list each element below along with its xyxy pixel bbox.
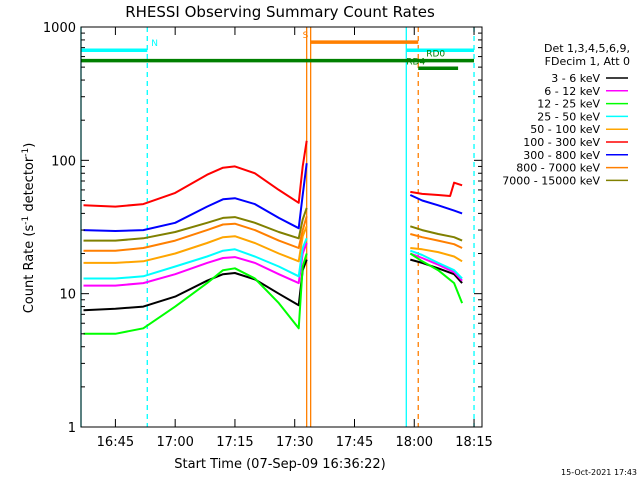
- series-line-7-0: [83, 216, 308, 252]
- series-line-5-1: [410, 181, 463, 197]
- series-line-1-1: [409, 252, 463, 282]
- x-tick-label-6: 18:15: [455, 435, 492, 450]
- legend-label-3: 25 - 50 keV: [537, 110, 600, 123]
- series-line-4-0: [83, 225, 308, 264]
- flag-label-3: RD0: [426, 50, 445, 60]
- flag-label-0: N: [151, 39, 158, 49]
- legend-label-2: 12 - 25 keV: [537, 98, 600, 111]
- legend-label-5: 100 - 300 keV: [523, 136, 600, 149]
- legend-label-7: 800 - 7000 keV: [516, 162, 600, 175]
- chart-title: RHESSI Observing Summary Count Rates: [125, 3, 435, 21]
- legend-label-1: 6 - 12 keV: [544, 85, 600, 98]
- y-axis-label-superscript-2: -1: [21, 148, 31, 157]
- y-axis-label-main: Count Rate (s: [22, 225, 37, 314]
- series-line-7-1: [410, 233, 463, 249]
- legend-label-4: 50 - 100 keV: [530, 123, 600, 136]
- y-axis-label: Count Rate (s-1 detector-1): [21, 143, 37, 314]
- y-axis-label-end: ): [22, 143, 37, 148]
- series-line-4-1: [410, 247, 463, 263]
- y-axis-label-tail: detector: [22, 156, 37, 216]
- y-tick-label-2: 100: [51, 154, 76, 169]
- series-line-8-1: [409, 225, 463, 242]
- legend-header-line-2: FDecim 1, Att 0: [545, 55, 630, 68]
- legend-label-6: 300 - 800 keV: [523, 149, 600, 162]
- x-tick-label-2: 17:15: [216, 435, 253, 450]
- x-axis-label: Start Time (07-Sep-09 16:36:22): [174, 457, 385, 472]
- flag-label-4: RD4: [406, 57, 425, 67]
- x-tick-label-1: 17:00: [156, 435, 193, 450]
- y-axis-label-superscript: -1: [21, 216, 31, 225]
- timestamp: 15-Oct-2021 17:43: [561, 468, 637, 477]
- series-line-8-0: [83, 207, 308, 242]
- series-line-6-1: [409, 194, 463, 215]
- legend-header-line-1: Det 1,3,4,5,6,9,: [544, 42, 630, 55]
- flag-label-2: S: [303, 31, 309, 41]
- series-line-3-1: [409, 249, 463, 280]
- series-line-5-0: [83, 140, 308, 208]
- y-tick-label-1: 10: [59, 288, 76, 303]
- plot-frame: [80, 26, 483, 428]
- series-line-2-1: [409, 252, 464, 304]
- x-tick-label-3: 17:30: [276, 435, 313, 450]
- legend-label-0: 3 - 6 keV: [551, 72, 600, 85]
- legend: Det 1,3,4,5,6,9, FDecim 1, Att 0 3 - 6 k…: [502, 42, 630, 187]
- x-tick-label-5: 18:00: [396, 435, 433, 450]
- series-line-1-0: [83, 242, 308, 287]
- series-line-0-0: [83, 259, 308, 312]
- y-tick-label-3: 1000: [43, 21, 76, 36]
- y-tick-label-0: 1: [68, 421, 76, 436]
- series-line-3-0: [83, 237, 308, 280]
- x-tick-label-4: 17:45: [336, 435, 373, 450]
- x-axis: 16:45 17:00 17:15 17:30 17:45 18:00 18:15: [97, 27, 493, 450]
- y-axis: 1 10 100 1000: [43, 21, 482, 436]
- legend-label-8: 7000 - 15000 keV: [502, 174, 600, 187]
- series-line-6-0: [83, 163, 308, 232]
- series-line-0-1: [410, 258, 463, 284]
- series-line-2-0: [83, 253, 308, 335]
- x-tick-label-0: 16:45: [97, 435, 134, 450]
